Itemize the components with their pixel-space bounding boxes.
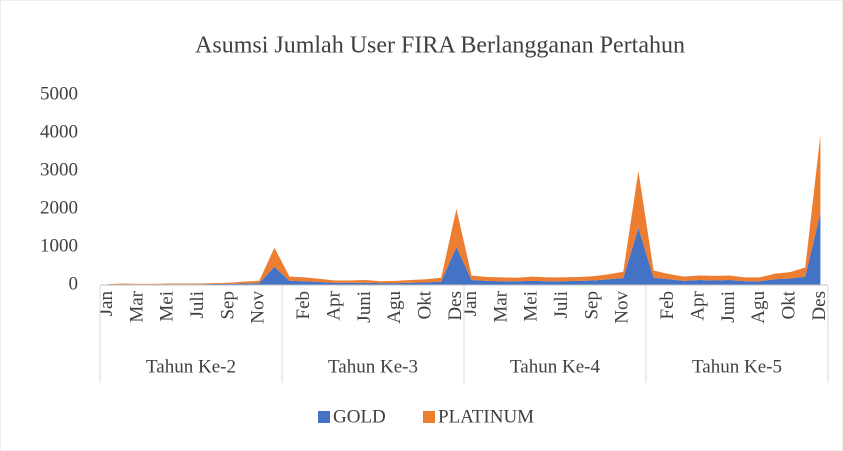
x-tick-label: Juli — [187, 291, 208, 318]
x-tick-label: Des — [809, 291, 830, 321]
x-tick-label: Mar — [126, 290, 147, 322]
x-tick-label: Mar — [490, 290, 511, 322]
chart-title: Asumsi Jumlah User FIRA Berlangganan Per… — [195, 33, 685, 59]
x-tick-label: Apr — [687, 290, 708, 320]
x-tick-label: Feb — [293, 291, 314, 320]
x-tick-label: Nov — [248, 291, 269, 324]
area — [107, 212, 821, 285]
x-tick-label: Agu — [384, 291, 405, 324]
x-tick-label: Apr — [323, 290, 344, 320]
group-label: Tahun Ke-2 — [146, 356, 236, 377]
x-tick-label: Okt — [414, 290, 435, 319]
y-tick-label: 5000 — [40, 83, 78, 104]
y-tick-label: 4000 — [40, 121, 78, 142]
y-tick-label: 1000 — [40, 235, 78, 256]
x-tick-label: Mei — [157, 291, 178, 322]
legend-label: PLATINUM — [438, 406, 534, 427]
group-label: Tahun Ke-5 — [692, 356, 782, 377]
group-label: Tahun Ke-4 — [510, 356, 600, 377]
x-tick-label: Agu — [748, 291, 769, 324]
x-tick-label: Mei — [521, 291, 542, 322]
area — [107, 134, 821, 285]
x-tick-label: Juni — [354, 291, 375, 323]
legend-label: GOLD — [333, 406, 386, 427]
legend-swatch — [423, 411, 435, 423]
x-tick-label: Sep — [581, 291, 602, 320]
x-tick-label: Juli — [551, 291, 572, 318]
y-tick-label: 3000 — [40, 159, 78, 180]
x-tick-label: Des — [445, 291, 466, 321]
x-tick-label: Juni — [718, 291, 739, 323]
y-tick-label: 2000 — [40, 197, 78, 218]
x-tick-label: Feb — [657, 291, 678, 320]
x-tick-label: Nov — [612, 291, 633, 324]
x-tick-label: Jan — [460, 291, 481, 317]
x-tick-label: Okt — [778, 290, 799, 319]
y-tick-label: 0 — [69, 273, 79, 294]
x-tick-label: Jan — [96, 291, 117, 317]
group-label: Tahun Ke-3 — [328, 356, 418, 377]
x-tick-label: Sep — [217, 291, 238, 320]
legend-swatch — [318, 411, 330, 423]
